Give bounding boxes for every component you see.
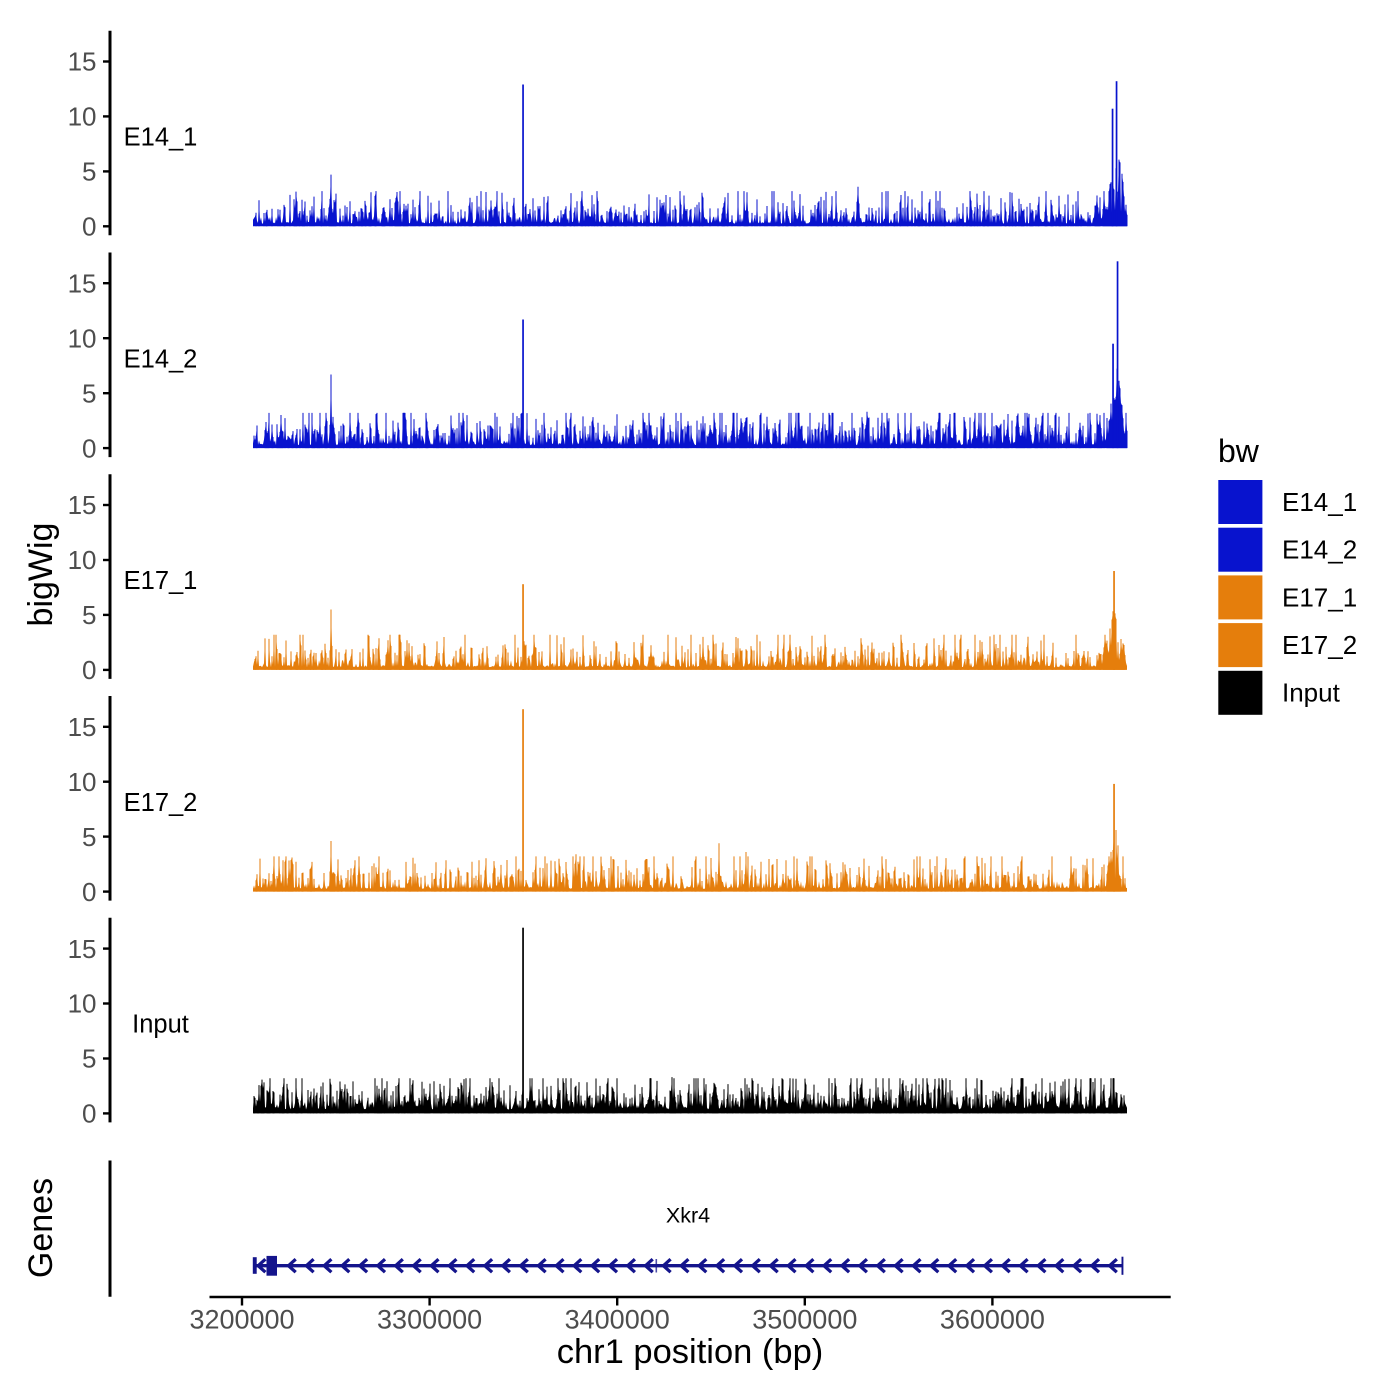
svg-text:15: 15 bbox=[68, 268, 97, 298]
svg-text:Genes: Genes bbox=[22, 1178, 60, 1278]
svg-text:Input: Input bbox=[1282, 678, 1341, 708]
svg-text:3600000: 3600000 bbox=[940, 1305, 1045, 1335]
svg-text:15: 15 bbox=[68, 47, 97, 77]
svg-text:Input: Input bbox=[132, 1011, 189, 1039]
svg-text:15: 15 bbox=[68, 712, 97, 742]
svg-text:Xkr4: Xkr4 bbox=[666, 1204, 710, 1228]
svg-text:E14_2: E14_2 bbox=[1282, 535, 1357, 565]
svg-text:0: 0 bbox=[82, 655, 96, 685]
svg-text:10: 10 bbox=[68, 545, 97, 575]
svg-text:10: 10 bbox=[68, 323, 97, 353]
svg-text:E17_1: E17_1 bbox=[124, 567, 198, 595]
svg-text:0: 0 bbox=[82, 877, 96, 907]
svg-text:E17_1: E17_1 bbox=[1282, 582, 1357, 612]
svg-text:bigWig: bigWig bbox=[22, 523, 60, 627]
svg-text:3300000: 3300000 bbox=[377, 1305, 482, 1335]
svg-text:15: 15 bbox=[68, 490, 97, 520]
svg-text:5: 5 bbox=[82, 157, 96, 187]
svg-text:15: 15 bbox=[68, 934, 97, 964]
svg-text:E17_2: E17_2 bbox=[1282, 630, 1357, 660]
svg-text:E14_1: E14_1 bbox=[124, 124, 198, 152]
svg-text:3200000: 3200000 bbox=[189, 1305, 294, 1335]
svg-text:0: 0 bbox=[82, 1099, 96, 1129]
svg-text:E17_2: E17_2 bbox=[124, 789, 198, 817]
svg-text:5: 5 bbox=[82, 1044, 96, 1074]
svg-text:10: 10 bbox=[68, 989, 97, 1019]
svg-text:0: 0 bbox=[82, 212, 96, 242]
svg-text:5: 5 bbox=[82, 600, 96, 630]
svg-text:E14_2: E14_2 bbox=[124, 345, 198, 373]
svg-text:10: 10 bbox=[68, 102, 97, 132]
svg-text:3500000: 3500000 bbox=[752, 1305, 857, 1335]
svg-text:10: 10 bbox=[68, 767, 97, 797]
svg-text:chr1 position (bp): chr1 position (bp) bbox=[557, 1333, 824, 1371]
svg-text:5: 5 bbox=[82, 822, 96, 852]
svg-text:5: 5 bbox=[82, 378, 96, 408]
svg-text:3400000: 3400000 bbox=[565, 1305, 670, 1335]
svg-text:bw: bw bbox=[1218, 433, 1260, 469]
svg-text:E14_1: E14_1 bbox=[1282, 487, 1357, 517]
svg-text:0: 0 bbox=[82, 433, 96, 463]
